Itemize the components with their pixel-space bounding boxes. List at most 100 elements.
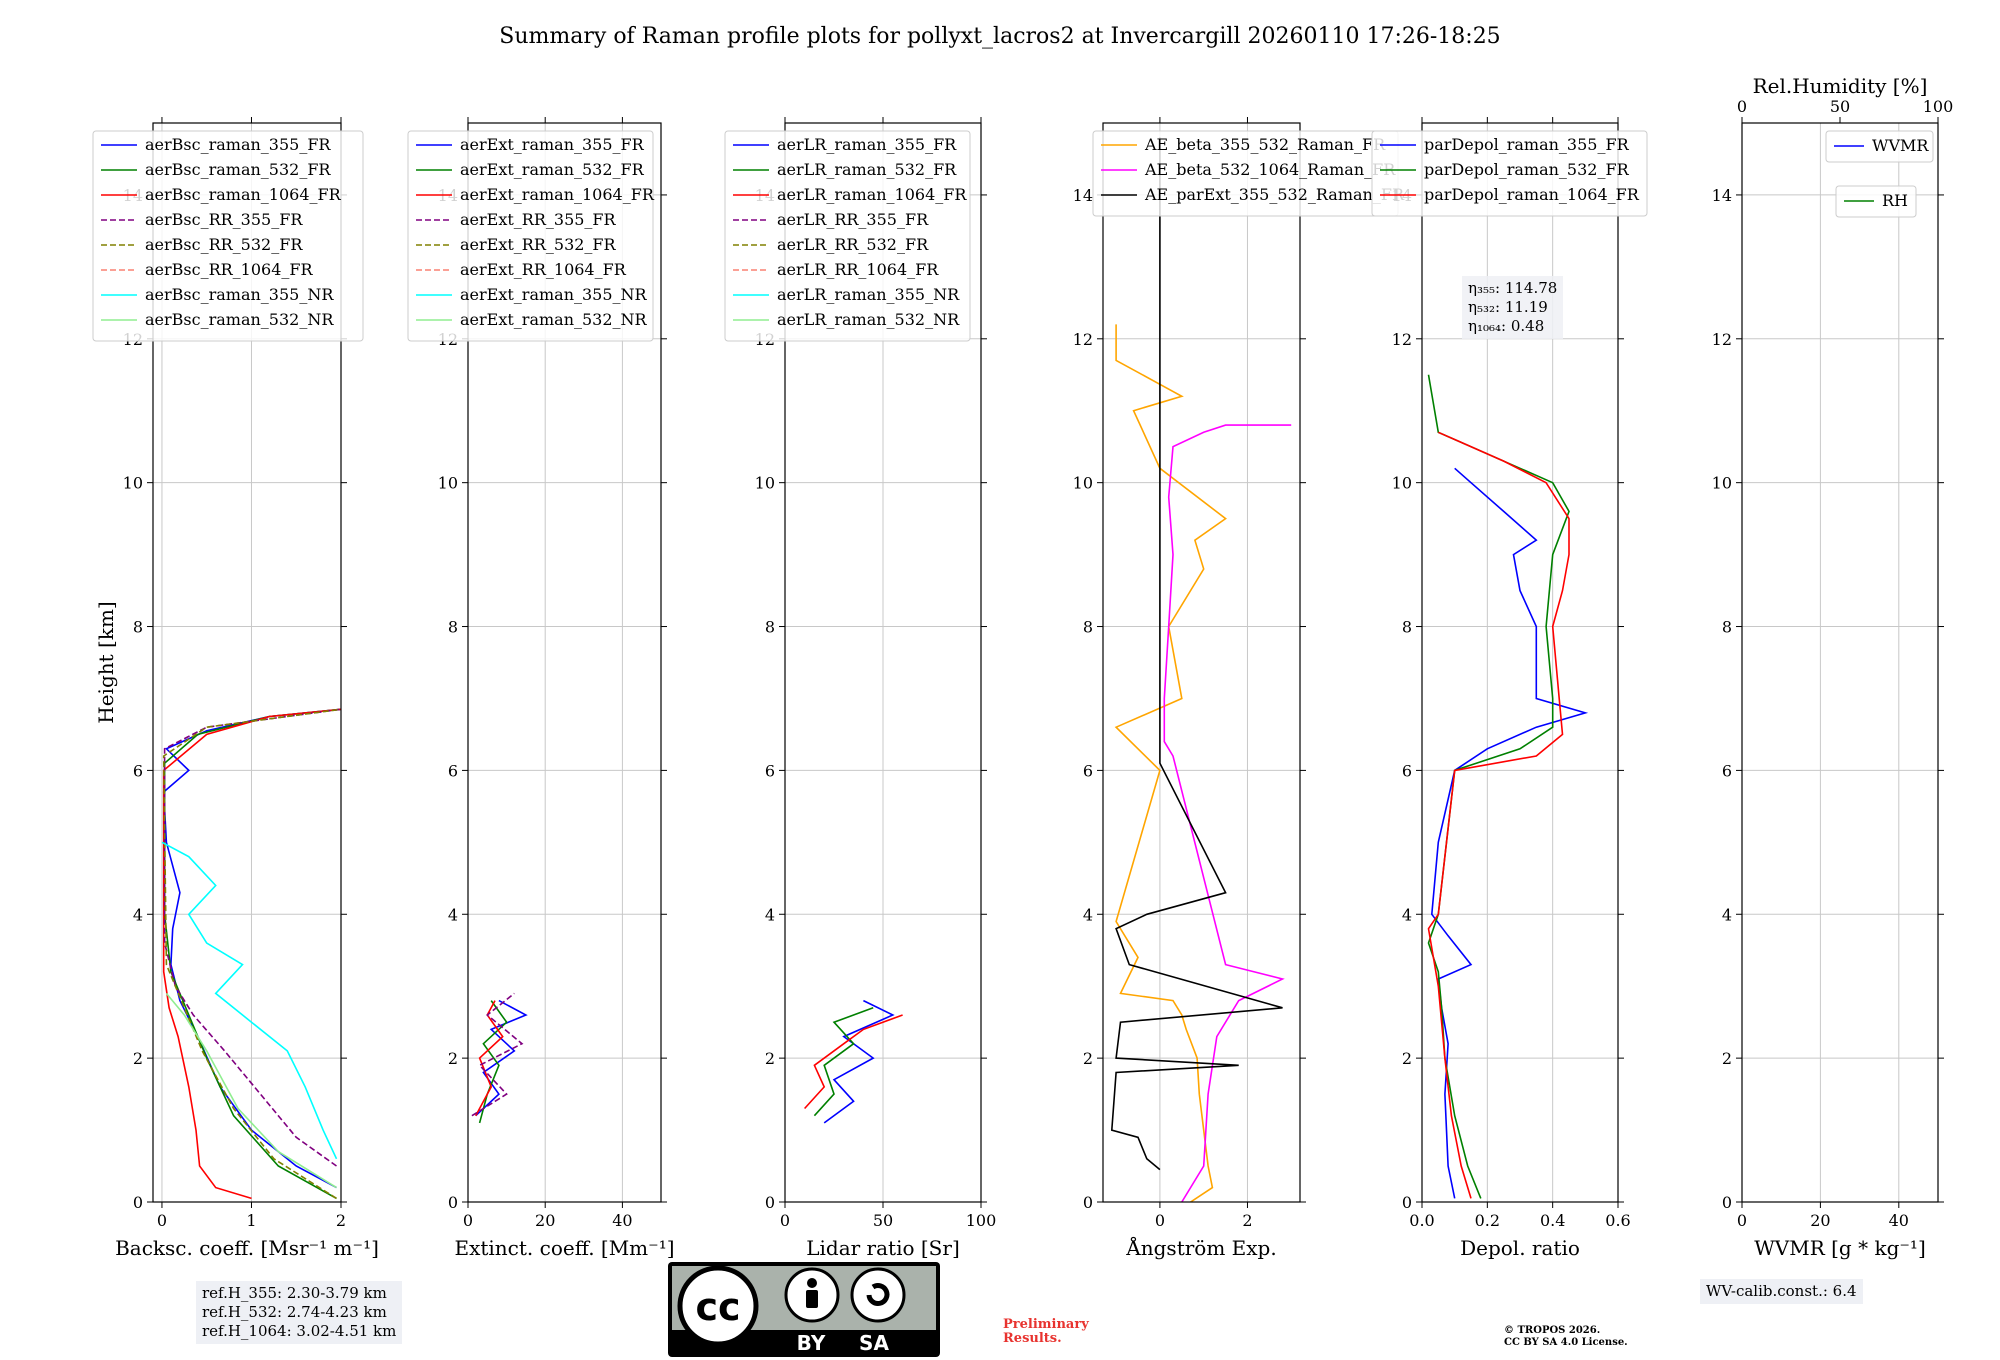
panel-bsc: 02468101214012Backsc. coeff. [Msr⁻¹ m⁻¹]…: [92, 117, 379, 1260]
legend: aerExt_raman_355_FR aerExt_raman_532_FRae…: [407, 130, 655, 342]
series-aerExt_raman_1064_FR: [474, 1000, 504, 1117]
legend-label: parDepol_raman_355_FR: [1424, 135, 1630, 154]
legend-label: RH: [1882, 191, 1908, 210]
ref-height-355: ref.H_355: 2.30-3.79 km: [202, 1284, 387, 1302]
legend-frame: [1371, 130, 1648, 217]
legend-label: AE_beta_355_532_Raman_FR: [1144, 135, 1386, 154]
preliminary-line-2: Results.: [1003, 1331, 1062, 1346]
eta-calibration-box: η₃₅₅: 114.78 η₅₃₂: 11.19 η₁₀₆₄: 0.48: [1462, 276, 1564, 339]
y-tick-label: 6: [765, 761, 775, 780]
license-sa-label: SA: [859, 1331, 889, 1355]
legend-label: aerExt_RR_1064_FR: [460, 260, 627, 279]
y-tick-label: 12: [1392, 330, 1412, 349]
series-group: [1110, 137, 1292, 1202]
series-parDepol_raman_355_FR: [1430, 467, 1589, 1199]
x-tick-label: 40: [1889, 1211, 1909, 1230]
x-tick-label: 0: [157, 1211, 167, 1230]
x-tick-label: 0.2: [1475, 1211, 1500, 1230]
x-tick-label: 20: [1810, 1211, 1830, 1230]
top-x-tick-label: 0: [1737, 97, 1747, 116]
y-tick-label: 6: [133, 761, 143, 780]
series-group: [1427, 374, 1589, 1199]
eta-532: η₅₃₂: 11.19: [1468, 298, 1548, 316]
legend-label: aerExt_RR_532_FR: [460, 235, 617, 254]
x-axis-label: WVMR [g * kg⁻¹]: [1754, 1236, 1926, 1260]
legend-label: aerBsc_raman_532_NR: [145, 310, 334, 329]
legend: aerBsc_raman_355_FR aerBsc_raman_532_FRae…: [92, 130, 364, 342]
legend-label: aerBsc_raman_355_FR: [145, 135, 331, 154]
legend-label: aerLR_raman_532_FR: [777, 160, 957, 179]
legend-frame: [1835, 185, 1917, 218]
panel-ext: 0246810121402040Extinct. coeff. [Mm⁻¹]ae…: [407, 117, 675, 1260]
series-AE_beta_355_532_Raman_FR: [1114, 324, 1227, 1202]
x-axis-label: Ångström Exp.: [1125, 1235, 1276, 1260]
legend-label: aerBsc_raman_1064_FR: [145, 185, 342, 204]
y-tick-label: 4: [448, 905, 458, 924]
y-tick-label: 10: [438, 474, 458, 493]
legend-label: aerBsc_RR_355_FR: [145, 210, 303, 229]
x-tick-label: 2: [1242, 1211, 1252, 1230]
y-tick-label: 0: [448, 1193, 458, 1212]
reference-height-box: ref.H_355: 2.30-3.79 km ref.H_532: 2.74-…: [196, 1281, 403, 1344]
y-tick-label: 2: [1083, 1049, 1093, 1068]
series-group: [804, 999, 903, 1124]
top-x-tick-label: 100: [1923, 97, 1954, 116]
panel-ae: 0 2 4 6 8 10 12 14 0 2 Ångström Exp. AE_beta_355_53…: [1073, 117, 1405, 1260]
top-x-axis-label: Rel.Humidity [%]: [1753, 74, 1928, 98]
y-tick-label: 10: [123, 474, 143, 493]
y-tick-label: 0: [765, 1193, 775, 1212]
copyright-line-2: CC BY SA 4.0 License.: [1504, 1337, 1628, 1348]
x-axis-label: Lidar ratio [Sr]: [806, 1236, 960, 1260]
y-tick-label: 8: [1722, 618, 1732, 637]
legend-label: aerLR_RR_1064_FR: [777, 260, 939, 279]
y-tick-label: 6: [1083, 761, 1093, 780]
x-tick-label: 2: [336, 1211, 346, 1230]
y-tick-label: 8: [765, 618, 775, 637]
series-aerBsc_RR_355_FR: [163, 708, 341, 1167]
legend-label: aerExt_raman_532_NR: [460, 310, 648, 329]
wv-calibration-box: WV-calib.const.: 6.4: [1700, 1279, 1863, 1304]
preliminary-line-1: Preliminary: [1003, 1317, 1089, 1332]
y-tick-label: 12: [1712, 330, 1732, 349]
legend: AE_beta_355_532_Raman_FR AE_beta_532_1064…: [1092, 130, 1405, 217]
y-tick-label: 2: [765, 1049, 775, 1068]
series-aerBsc_raman_532_NR: [165, 992, 337, 1189]
y-tick-label: 10: [1073, 474, 1093, 493]
y-tick-label: 10: [755, 474, 775, 493]
series-aerBsc_raman_1064_FR: [162, 708, 341, 1200]
x-tick-label: 1: [246, 1211, 256, 1230]
ref-height-532: ref.H_532: 2.74-4.23 km: [202, 1303, 387, 1321]
x-axis-label: Backsc. coeff. [Msr⁻¹ m⁻¹]: [115, 1236, 379, 1260]
legend-label: aerBsc_raman_532_FR: [145, 160, 331, 179]
x-tick-label: 0: [1155, 1211, 1165, 1230]
y-tick-label: 2: [448, 1049, 458, 1068]
ref-height-1064: ref.H_1064: 3.02-4.51 km: [202, 1322, 397, 1340]
series-aerLR_raman_1064_FR: [804, 1014, 903, 1110]
x-tick-label: 40: [612, 1211, 632, 1230]
plot-panels: 02468101214012Backsc. coeff. [Msr⁻¹ m⁻¹]…: [92, 74, 1954, 1260]
figure-title: Summary of Raman profile plots for polly…: [499, 24, 1500, 49]
series-group: [161, 708, 341, 1200]
plot-frame: [152, 122, 342, 1203]
top-x-tick-label: 50: [1830, 97, 1850, 116]
legend-frame: [407, 130, 654, 342]
legend-label: aerLR_RR_532_FR: [777, 235, 929, 254]
y-tick-label: 6: [1402, 761, 1412, 780]
legend-label: aerLR_raman_355_FR: [777, 135, 957, 154]
plot-frame: [1102, 122, 1301, 1203]
legend-label: parDepol_raman_1064_FR: [1424, 185, 1640, 204]
y-tick-label: 8: [133, 618, 143, 637]
y-tick-label: 4: [765, 905, 775, 924]
series-group: [471, 992, 528, 1124]
plot-frame: [1421, 122, 1619, 1203]
legend-label: parDepol_raman_532_FR: [1424, 160, 1630, 179]
legend-label: aerExt_raman_532_FR: [460, 160, 645, 179]
legend-label: AE_parExt_355_532_Raman_FR: [1144, 185, 1405, 204]
x-tick-label: 0: [780, 1211, 790, 1230]
series-aerBsc_RR_532_FR: [162, 708, 341, 1200]
legend-label: aerExt_RR_355_FR: [460, 210, 617, 229]
x-tick-label: 0.4: [1540, 1211, 1565, 1230]
plot-frame: [467, 122, 662, 1203]
